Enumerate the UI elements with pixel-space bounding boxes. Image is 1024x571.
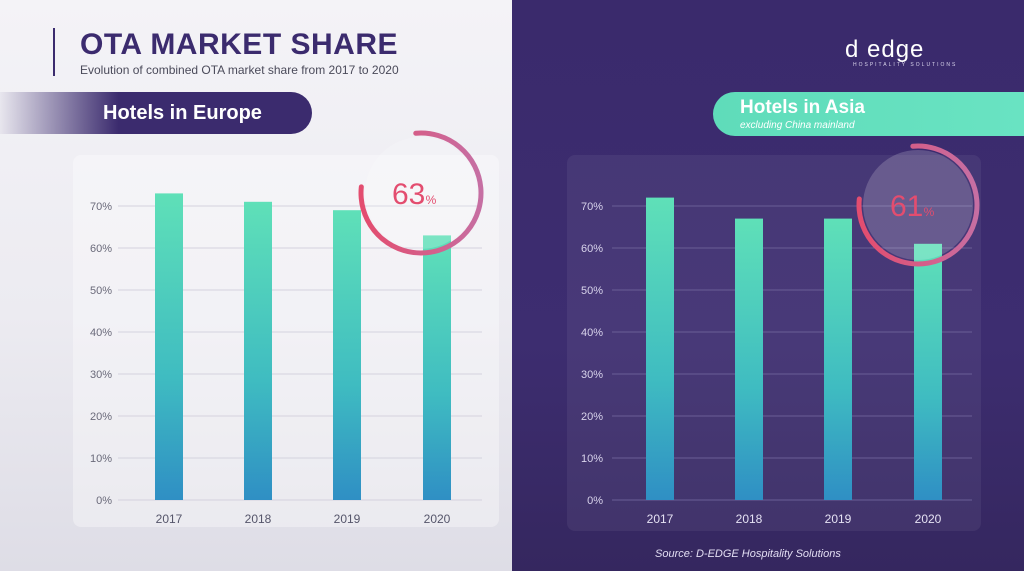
- asia-y-tick-label: 20%: [581, 411, 603, 423]
- asia-x-tick-label: 2017: [647, 512, 674, 526]
- asia-y-tick-label: 40%: [581, 327, 603, 339]
- asia-x-tick-label: 2018: [736, 512, 763, 526]
- asia-y-tick-label: 60%: [581, 243, 603, 255]
- europe-y-tick-label: 20%: [90, 411, 112, 423]
- asia-bar-2019: [824, 218, 852, 500]
- asia-bar-2018: [735, 218, 763, 500]
- source-note: Source: D-EDGE Hospitality Solutions: [655, 548, 841, 560]
- europe-highlight-value: 63: [392, 178, 425, 211]
- europe-x-tick-label: 2018: [245, 512, 272, 526]
- asia-highlight-unit: %: [924, 205, 935, 219]
- europe-x-tick-label: 2017: [156, 512, 183, 526]
- asia-header-pill: Hotels in Asia excluding China mainland: [713, 92, 1024, 136]
- page-subtitle: Evolution of combined OTA market share f…: [80, 63, 399, 77]
- europe-y-tick-label: 40%: [90, 327, 112, 339]
- europe-chart-title: Hotels in Europe: [103, 102, 262, 124]
- logo-wordmark: d edge: [845, 36, 925, 63]
- asia-chart-panel: [567, 155, 981, 531]
- europe-header-pill: Hotels in Europe: [0, 92, 312, 134]
- europe-x-tick-label: 2019: [334, 512, 361, 526]
- europe-highlight-disc: [365, 137, 477, 249]
- europe-bar-2018: [244, 201, 272, 501]
- europe-y-tick-label: 50%: [90, 285, 112, 297]
- europe-y-tick-label: 10%: [90, 453, 112, 465]
- europe-highlight-unit: %: [426, 193, 437, 207]
- title-accent-bar: [53, 28, 55, 76]
- europe-bar-2019: [333, 210, 361, 500]
- europe-bar-chart: 0% 10% 20% 30% 40% 50% 60% 70% 2017 2018 2019 2020 6…: [90, 130, 484, 526]
- europe-y-tick-label: 0%: [96, 495, 112, 507]
- asia-highlight-disc: [863, 150, 973, 260]
- europe-x-tick-label: 2020: [424, 512, 451, 526]
- asia-y-tick-label: 10%: [581, 453, 603, 465]
- asia-x-tick-label: 2019: [825, 512, 852, 526]
- europe-bar-2017: [155, 193, 183, 500]
- europe-bar-2020: [423, 235, 451, 500]
- asia-highlight-value: 61: [890, 190, 923, 223]
- d-edge-logo: d edge HOSPITALITY SOLUTIONS: [845, 36, 980, 70]
- asia-y-tick-label: 30%: [581, 369, 603, 381]
- asia-y-tick-label: 70%: [581, 201, 603, 213]
- europe-y-tick-label: 30%: [90, 369, 112, 381]
- asia-highlight-ring: [856, 143, 980, 267]
- asia-bar-2017: [646, 197, 674, 500]
- asia-chart-title: Hotels in Asia: [740, 97, 865, 118]
- logo-tagline: HOSPITALITY SOLUTIONS: [853, 62, 958, 68]
- europe-y-tick-label: 60%: [90, 243, 112, 255]
- asia-x-tick-label: 2020: [915, 512, 942, 526]
- asia-y-tick-label: 50%: [581, 285, 603, 297]
- asia-bar-chart: 0% 10% 20% 30% 40% 50% 60% 70% 2017 2018 2019 2020 6…: [581, 143, 980, 526]
- asia-y-tick-label: 0%: [587, 495, 603, 507]
- asia-bar-2020: [914, 243, 942, 501]
- europe-y-tick-label: 70%: [90, 201, 112, 213]
- asia-chart-subtitle: excluding China mainland: [740, 120, 855, 131]
- europe-highlight-ring: [358, 130, 484, 256]
- page-title: OTA MARKET SHARE: [80, 28, 398, 61]
